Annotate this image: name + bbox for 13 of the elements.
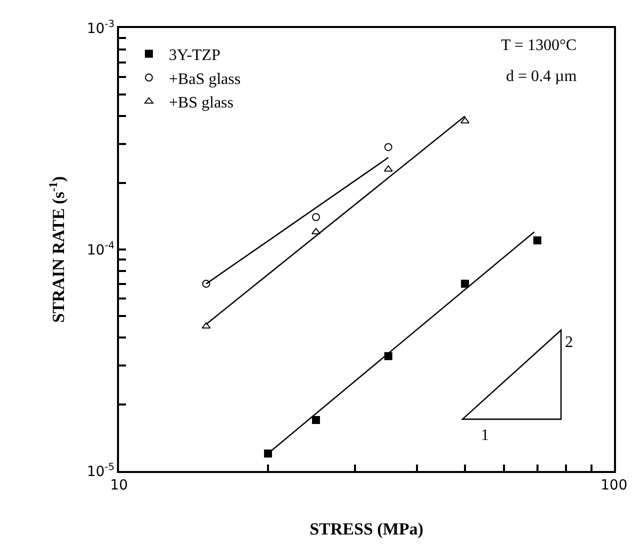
x-tick-label: 100 bbox=[600, 478, 628, 494]
legend-label: 3Y-TZP bbox=[168, 47, 221, 64]
annotation: 2 bbox=[565, 334, 573, 351]
y-tick-label: 10$^{-3}$ bbox=[86, 19, 114, 37]
y-tick-label: 10$^{-5}$ bbox=[86, 462, 114, 480]
legend-label: +BS glass bbox=[168, 94, 234, 112]
x-tick-label: 10 bbox=[110, 478, 128, 494]
annotation: T = 1300°C bbox=[501, 37, 577, 54]
legend-label: +BaS glass bbox=[168, 70, 241, 88]
annotation: d = 0.4 µm bbox=[506, 68, 578, 85]
x-axis-title: STRESS (MPa) bbox=[310, 519, 424, 538]
annotation: 1 bbox=[481, 427, 489, 444]
y-tick-label: 10$^{-4}$ bbox=[86, 240, 114, 258]
